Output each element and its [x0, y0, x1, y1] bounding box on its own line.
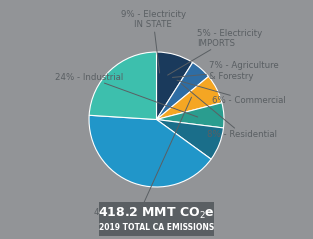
Text: 24% - Industrial: 24% - Industrial — [55, 73, 198, 117]
Wedge shape — [89, 52, 156, 120]
Text: 418.2 MMT CO$_2$e: 418.2 MMT CO$_2$e — [98, 206, 215, 221]
Wedge shape — [156, 63, 208, 120]
Wedge shape — [156, 76, 222, 120]
Wedge shape — [156, 103, 224, 128]
FancyBboxPatch shape — [99, 202, 214, 236]
Text: 8% - Residential: 8% - Residential — [181, 84, 277, 139]
Wedge shape — [89, 115, 211, 187]
Wedge shape — [156, 120, 223, 159]
Text: 7% - Agriculture
& Forestry: 7% - Agriculture & Forestry — [172, 61, 279, 81]
Text: 5% - Electricity
IMPORTS: 5% - Electricity IMPORTS — [168, 29, 262, 75]
Text: 9% - Electricity
IN STATE: 9% - Electricity IN STATE — [121, 10, 186, 73]
Wedge shape — [156, 52, 193, 120]
Text: 6% - Commercial: 6% - Commercial — [177, 80, 285, 105]
Text: 2019 TOTAL CA EMISSIONS: 2019 TOTAL CA EMISSIONS — [99, 223, 214, 232]
Text: 41% - Transportation: 41% - Transportation — [95, 97, 192, 217]
